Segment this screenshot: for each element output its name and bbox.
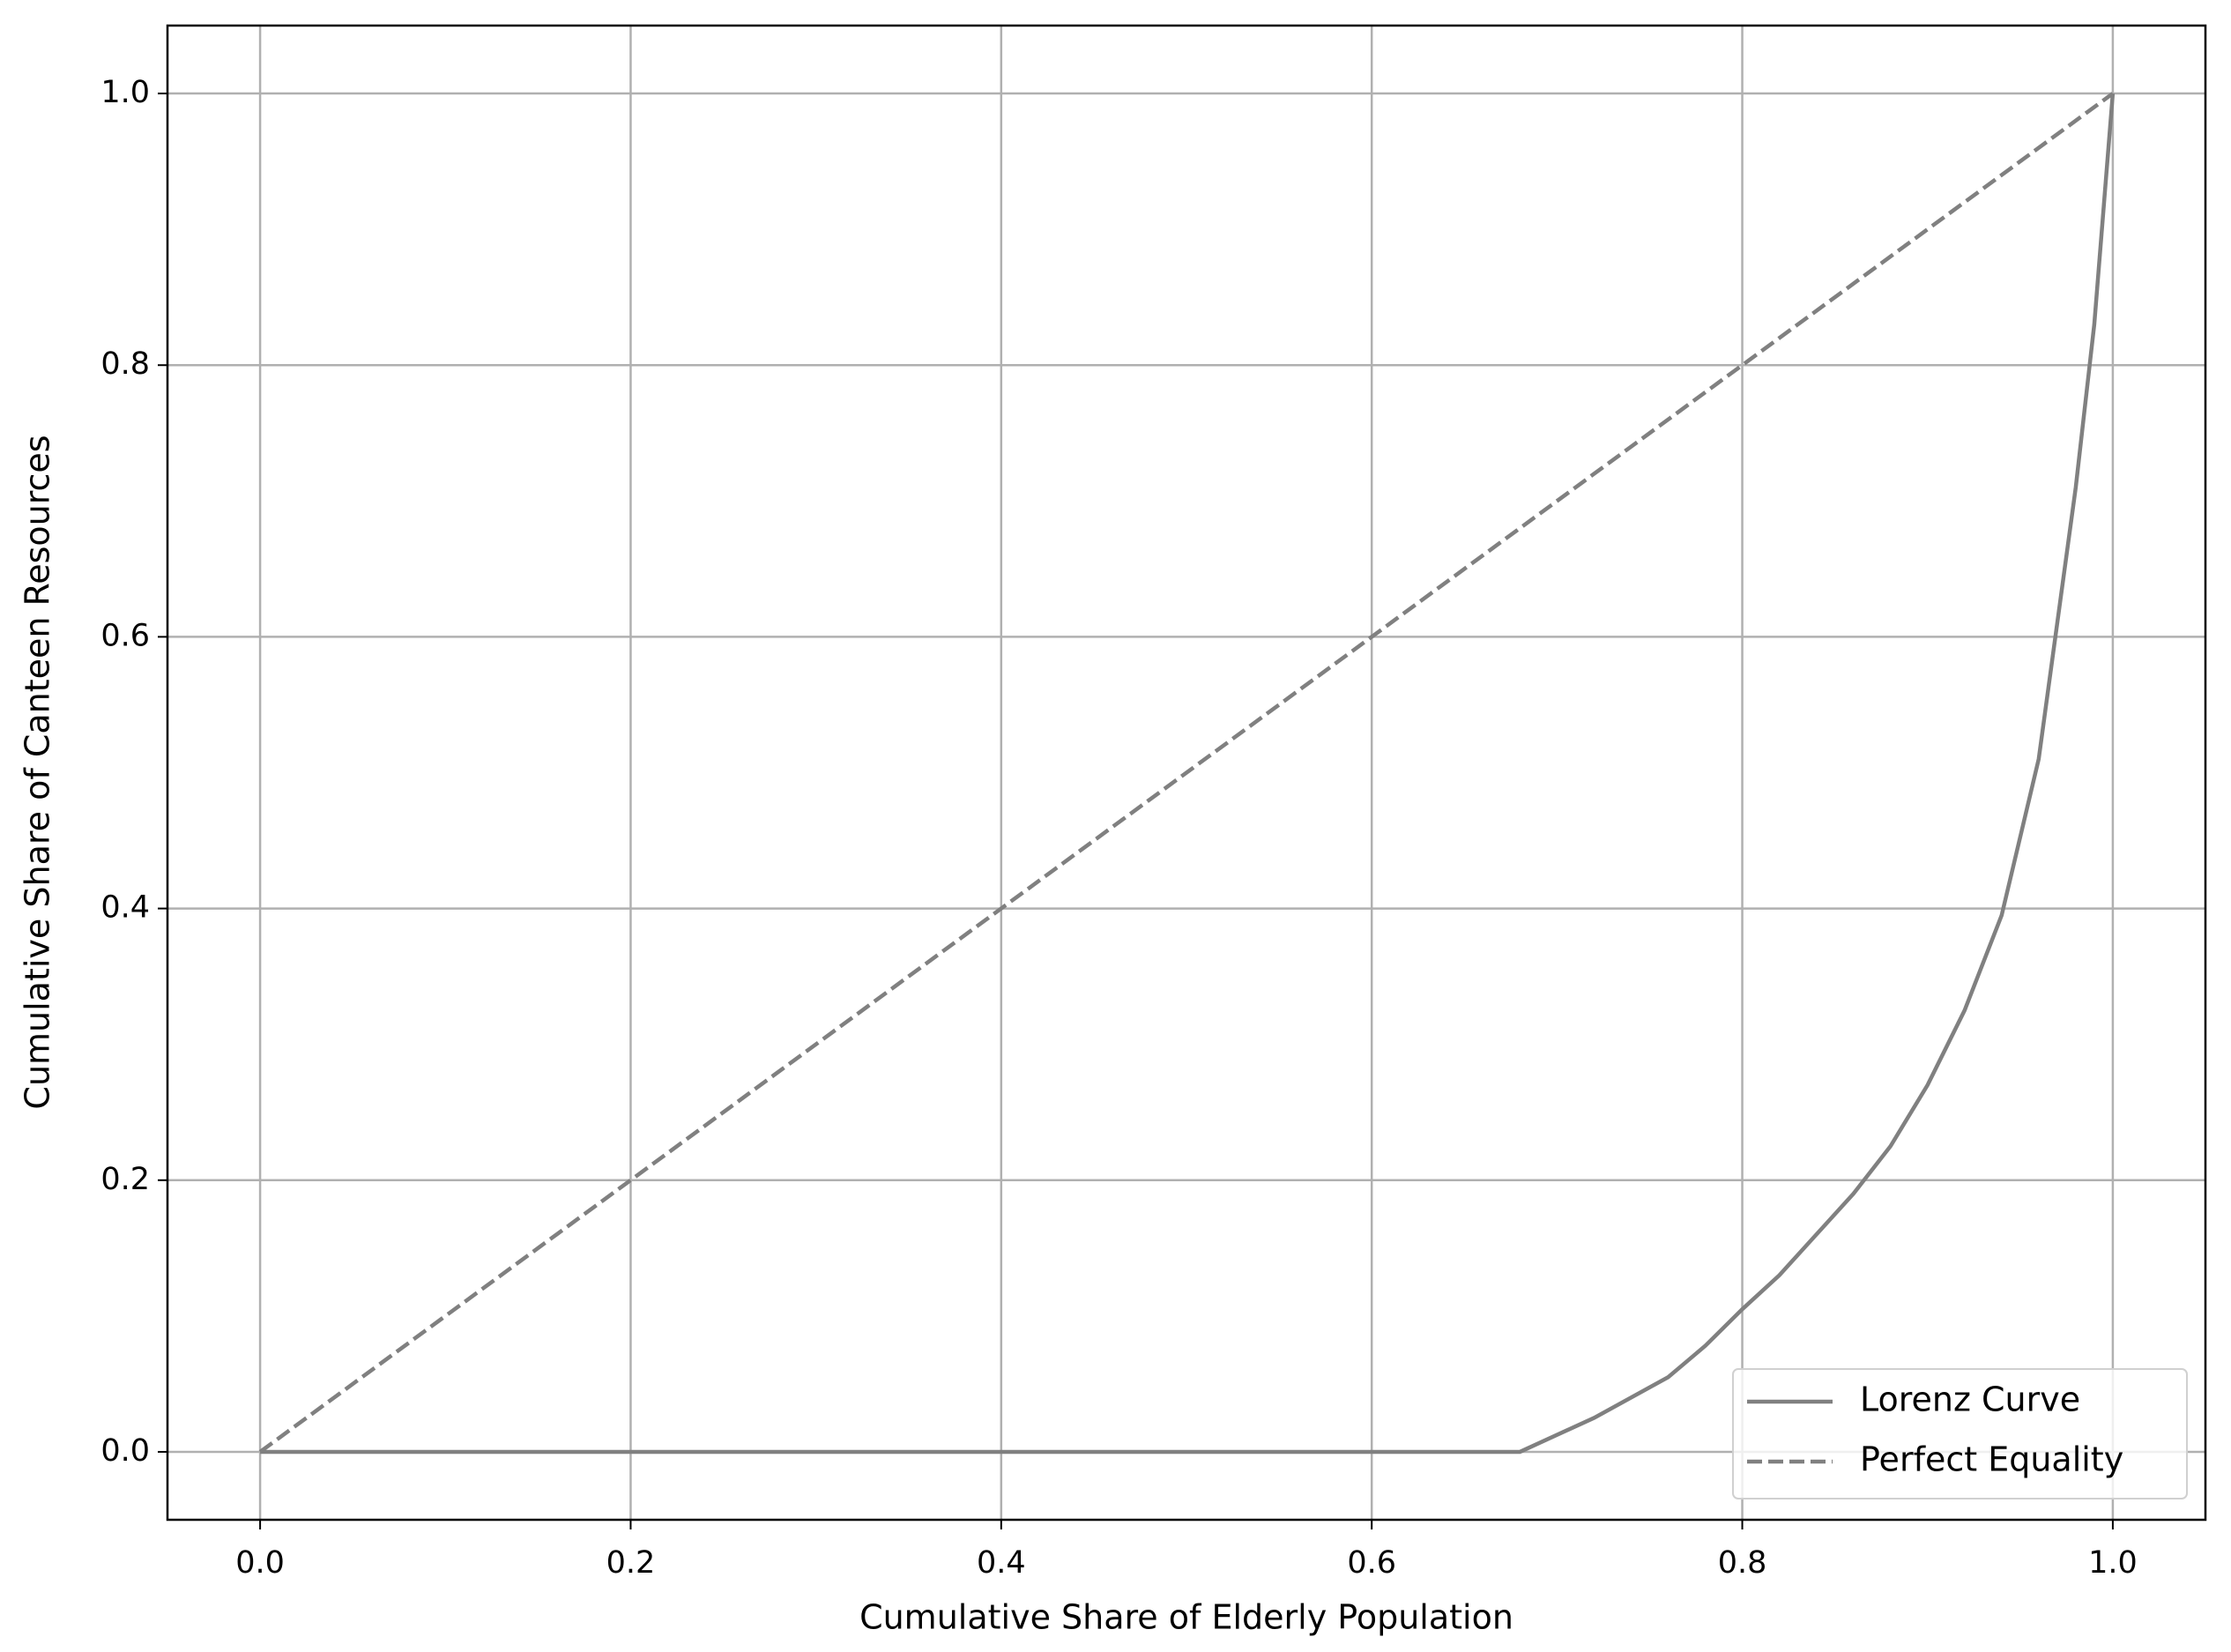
x-tick-label: 0.2 (606, 1545, 656, 1581)
legend-label: Lorenz Curve (1860, 1380, 2080, 1419)
x-tick-label: 1.0 (2088, 1545, 2138, 1581)
legend-label: Perfect Equality (1860, 1440, 2123, 1479)
y-tick-label: 0.2 (100, 1162, 150, 1197)
plot-frame (166, 24, 2207, 1522)
y-tick-label: 1.0 (100, 75, 150, 110)
y-tick-label: 0.6 (100, 618, 150, 653)
y-tick-label: 0.8 (100, 346, 150, 382)
x-tick-label: 0.4 (977, 1545, 1026, 1581)
legend-box (1732, 1368, 2188, 1499)
x-axis-label: Cumulative Share of Elderly Population (859, 1598, 1513, 1637)
data-line (258, 92, 2115, 1454)
x-tick-label: 0.6 (1347, 1545, 1396, 1581)
y-tick-label: 0.0 (100, 1433, 150, 1469)
y-axis-label: Cumulative Share of Canteen Resources (19, 435, 57, 1109)
x-tick-label: 0.8 (1718, 1545, 1767, 1581)
x-tick-label: 0.0 (235, 1545, 285, 1581)
data-line (260, 93, 2116, 1455)
y-tick-label: 0.4 (100, 890, 150, 926)
